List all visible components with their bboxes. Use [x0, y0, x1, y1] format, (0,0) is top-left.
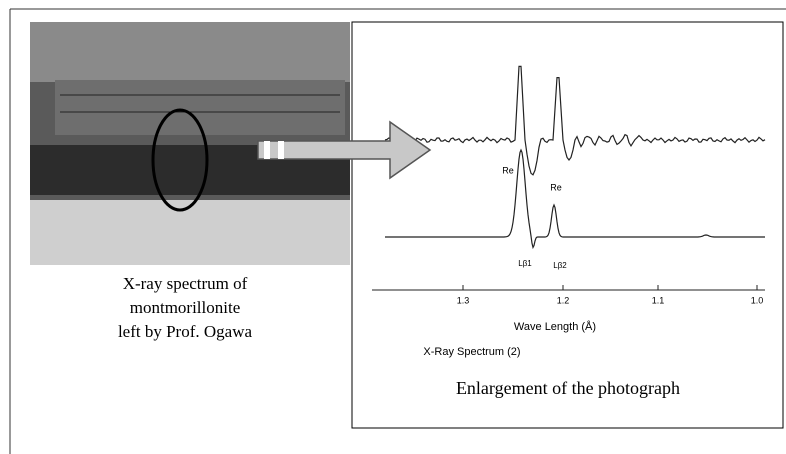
axis-tick-label: 1.1	[652, 295, 665, 305]
arrow-bar	[264, 141, 270, 159]
peak-label: Re	[550, 182, 562, 192]
photo-top	[30, 22, 350, 82]
line-label: Lβ2	[553, 261, 567, 270]
photo-caption: left by Prof. Ogawa	[118, 322, 253, 341]
figure-caption: Enlargement of the photograph	[456, 378, 680, 398]
arrow-bar	[278, 141, 284, 159]
line-label: Lβ1	[518, 259, 532, 268]
photo-label-area	[30, 200, 350, 265]
axis-label: Wave Length (Å)	[514, 320, 596, 333]
peak-label: Re	[502, 165, 514, 175]
photo-caption: X-ray spectrum of	[123, 274, 248, 293]
figure-title: X-Ray Spectrum (2)	[423, 346, 520, 358]
photo-caption: montmorillonite	[130, 298, 241, 317]
axis-tick-label: 1.3	[457, 295, 470, 305]
axis-tick-label: 1.0	[751, 295, 764, 305]
figure-box	[352, 22, 783, 428]
axis-tick-label: 1.2	[557, 295, 570, 305]
slide: X-ray spectrum of montmorillonite left b…	[0, 0, 786, 454]
